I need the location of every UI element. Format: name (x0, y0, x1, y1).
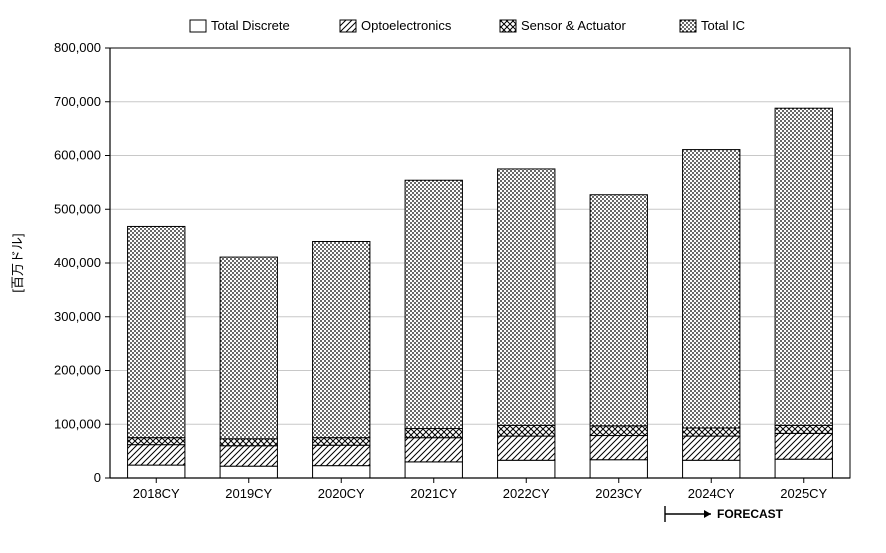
bar-segment (775, 459, 832, 478)
legend-swatch (340, 20, 356, 32)
bar-segment (313, 242, 370, 438)
bar-segment (683, 460, 740, 478)
legend: Total Discrete Optoelectronics Sensor & Ac… (190, 18, 745, 33)
chart-container: 0 100,000 200,000 300,000 400,000 500,000 600,… (0, 0, 886, 553)
bar-segment (313, 445, 370, 465)
bar-segment (128, 226, 185, 437)
bar-segment (775, 433, 832, 459)
bar-segment (590, 426, 647, 436)
svg-text:100,000: 100,000 (54, 416, 101, 431)
x-axis-label: 2025CY (780, 486, 827, 501)
legend-swatch (680, 20, 696, 32)
bar-segment (128, 465, 185, 478)
x-axis-label: 2018CY (133, 486, 180, 501)
bar-segment (128, 438, 185, 445)
chart-svg: 0 100,000 200,000 300,000 400,000 500,000 600,… (0, 0, 886, 553)
bar-segment (498, 169, 555, 425)
bar-segment (775, 108, 832, 425)
legend-label: Total IC (701, 18, 745, 33)
bar-segment (683, 150, 740, 428)
legend-swatch (500, 20, 516, 32)
bars (128, 108, 833, 478)
bar-segment (220, 257, 277, 439)
bar-segment (590, 460, 647, 478)
bar-segment (498, 460, 555, 478)
bar-segment (405, 438, 462, 462)
y-axis-label: [百万ドル] (10, 233, 25, 292)
legend-label: Sensor & Actuator (521, 18, 626, 33)
bar-segment (405, 180, 462, 428)
svg-text:200,000: 200,000 (54, 363, 101, 378)
legend-swatch (190, 20, 206, 32)
x-axis-label: 2019CY (225, 486, 272, 501)
x-axis-label: 2020CY (318, 486, 365, 501)
x-axis-label: 2024CY (688, 486, 735, 501)
x-axis-label: 2022CY (503, 486, 550, 501)
svg-text:300,000: 300,000 (54, 309, 101, 324)
forecast-label: FORECAST (717, 507, 784, 521)
legend-label: Optoelectronics (361, 18, 452, 33)
bar-segment (220, 439, 277, 446)
bar-segment (313, 466, 370, 478)
svg-text:600,000: 600,000 (54, 148, 101, 163)
svg-text:700,000: 700,000 (54, 94, 101, 109)
bar-segment (590, 195, 647, 426)
svg-text:400,000: 400,000 (54, 255, 101, 270)
bar-segment (220, 446, 277, 466)
bar-segment (498, 425, 555, 436)
x-axis-label: 2023CY (595, 486, 642, 501)
x-axis-label: 2021CY (410, 486, 457, 501)
bar-segment (405, 462, 462, 478)
bar-segment (220, 466, 277, 478)
svg-text:500,000: 500,000 (54, 201, 101, 216)
svg-text:800,000: 800,000 (54, 40, 101, 55)
legend-label: Total Discrete (211, 18, 290, 33)
forecast-annotation: FORECAST (665, 506, 784, 522)
bar-segment (498, 436, 555, 460)
bar-segment (683, 436, 740, 460)
bar-segment (313, 438, 370, 446)
svg-text:0: 0 (94, 470, 101, 485)
bar-segment (775, 425, 832, 433)
bar-segment (683, 428, 740, 436)
bar-segment (405, 429, 462, 438)
bar-segment (590, 436, 647, 460)
bar-segment (128, 445, 185, 465)
